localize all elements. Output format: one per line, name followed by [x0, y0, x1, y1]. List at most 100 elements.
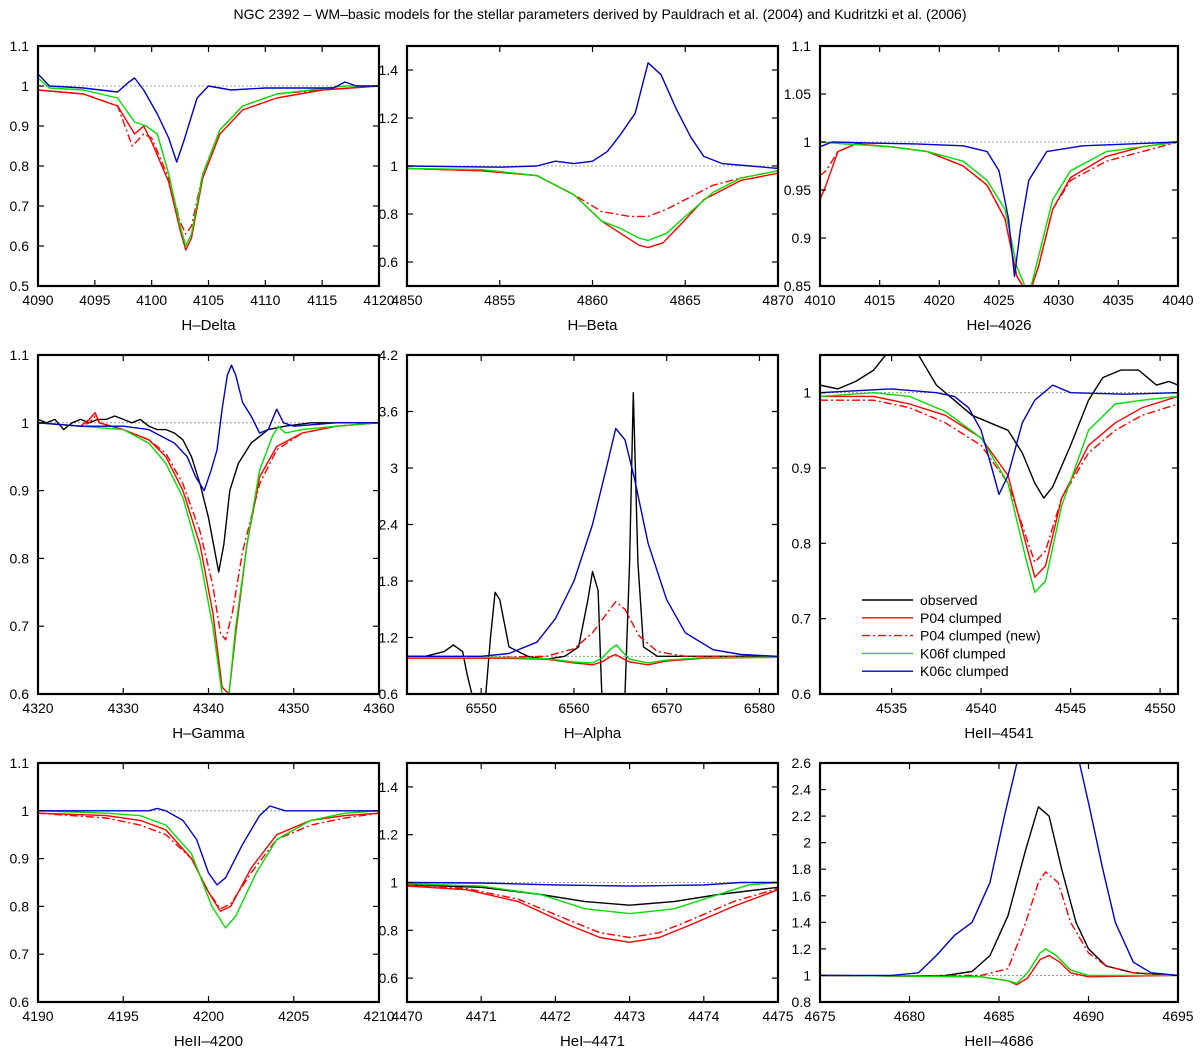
x-axis-label: HeII–4200: [174, 1033, 243, 1050]
series-p04new: [38, 415, 379, 641]
series-group: [407, 392, 778, 694]
y-tick-label: 1: [803, 967, 811, 983]
x-tick-label: 6550: [466, 700, 497, 716]
y-tick-label: 0.9: [10, 483, 30, 499]
series-observed: [820, 355, 1178, 499]
series-p04: [38, 411, 379, 694]
x-tick-label: 4675: [804, 1008, 835, 1024]
y-tick-label: 2.4: [379, 517, 399, 533]
series-group: [38, 805, 379, 929]
x-tick-label: 4320: [22, 700, 53, 716]
y-tick-label: 0.95: [784, 182, 811, 198]
series-k06f: [407, 167, 778, 242]
series-k06c: [820, 763, 1178, 977]
y-tick-label: 0.6: [10, 994, 30, 1010]
series-p04: [820, 141, 1178, 286]
plot-frame: [818, 44, 1180, 288]
x-tick-label: 4095: [79, 292, 110, 308]
y-tick-label: 1: [21, 78, 29, 94]
plot-frame: [818, 761, 1180, 1004]
series-k06f: [407, 644, 778, 664]
y-tick-label: 0.8: [379, 206, 399, 222]
y-tick-label: 2: [803, 835, 811, 851]
y-tick-label: 1.1: [10, 38, 30, 54]
series-group: [820, 355, 1178, 593]
x-tick-label: 4015: [864, 292, 895, 308]
x-tick-label: 4475: [762, 1008, 793, 1024]
x-axis-label: H–Beta: [567, 317, 618, 334]
series-k06f: [820, 141, 1178, 286]
y-tick-label: 0.9: [792, 230, 812, 246]
figure-title: NGC 2392 – WM–basic models for the stell…: [233, 6, 966, 22]
series-p04new: [820, 141, 1178, 286]
x-tick-label: 4540: [966, 700, 997, 716]
x-tick-label: 4090: [22, 292, 53, 308]
y-tick-label: 0.8: [792, 535, 812, 551]
series-k06c: [38, 805, 379, 886]
series-k06c: [407, 881, 778, 887]
y-tick-label: 1: [21, 803, 29, 819]
y-tick-label: 0.7: [10, 946, 30, 962]
plot-frame: [36, 44, 381, 288]
y-tick-label: 1.8: [379, 573, 399, 589]
y-tick-label: 1.1: [10, 347, 30, 363]
series-group: [38, 364, 379, 694]
series-k06c: [407, 62, 778, 170]
y-tick-label: 1.2: [379, 827, 399, 843]
plot-frame: [36, 353, 381, 696]
series-observed: [38, 415, 379, 573]
plot-frame: [818, 353, 1180, 696]
y-tick-label: 0.9: [792, 460, 812, 476]
series-group: [407, 62, 778, 249]
series-group: [407, 881, 778, 943]
x-tick-label: 4115: [307, 292, 337, 308]
y-tick-label: 0.6: [10, 686, 30, 702]
x-tick-label: 4340: [193, 700, 224, 716]
x-tick-label: 4860: [577, 292, 608, 308]
x-tick-label: 4685: [983, 1008, 1014, 1024]
legend-label-observed: observed: [920, 592, 978, 608]
y-tick-label: 1.8: [792, 861, 812, 877]
x-tick-label: 4330: [108, 700, 139, 716]
x-tick-label: 4695: [1162, 1008, 1193, 1024]
x-tick-label: 4025: [983, 292, 1014, 308]
x-tick-label: 4120: [363, 292, 394, 308]
x-tick-label: 4105: [193, 292, 224, 308]
panel-7: 4470 4471 4472 4473 4474 4475 0.6 0.8 1 1.2 1.4 HeI…: [379, 761, 794, 1050]
x-tick-label: 4470: [391, 1008, 422, 1024]
series-observed: [820, 806, 1178, 977]
y-tick-label: 0.85: [784, 278, 811, 294]
y-tick-label: 1.2: [379, 630, 399, 646]
series-p04new: [820, 871, 1178, 977]
series-observed: [407, 884, 778, 906]
series-p04: [38, 85, 379, 251]
y-tick-label: 0.7: [10, 198, 30, 214]
x-axis-label: HeII–4686: [964, 1033, 1033, 1050]
y-tick-label: 1: [390, 158, 398, 174]
y-tick-label: 1.4: [379, 779, 399, 795]
series-group: [38, 73, 379, 251]
y-tick-label: 0.8: [10, 898, 30, 914]
y-tick-label: 0.7: [792, 611, 812, 627]
y-tick-label: 0.6: [792, 686, 812, 702]
x-tick-label: 4690: [1073, 1008, 1104, 1024]
x-tick-label: 4210: [363, 1008, 394, 1024]
y-tick-label: 2.4: [792, 782, 812, 798]
x-axis-label: H–Delta: [181, 317, 236, 334]
y-tick-label: 3.6: [379, 404, 399, 420]
y-tick-label: 2.6: [792, 755, 812, 771]
panel-3: 4320 4330 4340 4350 4360 0.6 0.7 0.8 0.9 1 1.1 H–Ga…: [10, 347, 395, 742]
series-p04new: [38, 85, 379, 235]
legend-label-p04: P04 clumped: [920, 610, 1002, 626]
y-tick-label: 0.7: [10, 618, 30, 634]
y-tick-label: 0.6: [379, 254, 399, 270]
x-tick-label: 4535: [876, 700, 907, 716]
series-k06c: [407, 427, 778, 657]
y-tick-label: 1.4: [379, 62, 399, 78]
series-p04: [820, 395, 1178, 578]
panel-5: 4535 4540 4545 4550 0.6 0.7 0.8 0.9 1 HeII–4541 ob…: [792, 353, 1180, 742]
x-tick-label: 4110: [250, 292, 280, 308]
y-tick-label: 3: [390, 460, 398, 476]
series-p04new: [407, 884, 778, 939]
